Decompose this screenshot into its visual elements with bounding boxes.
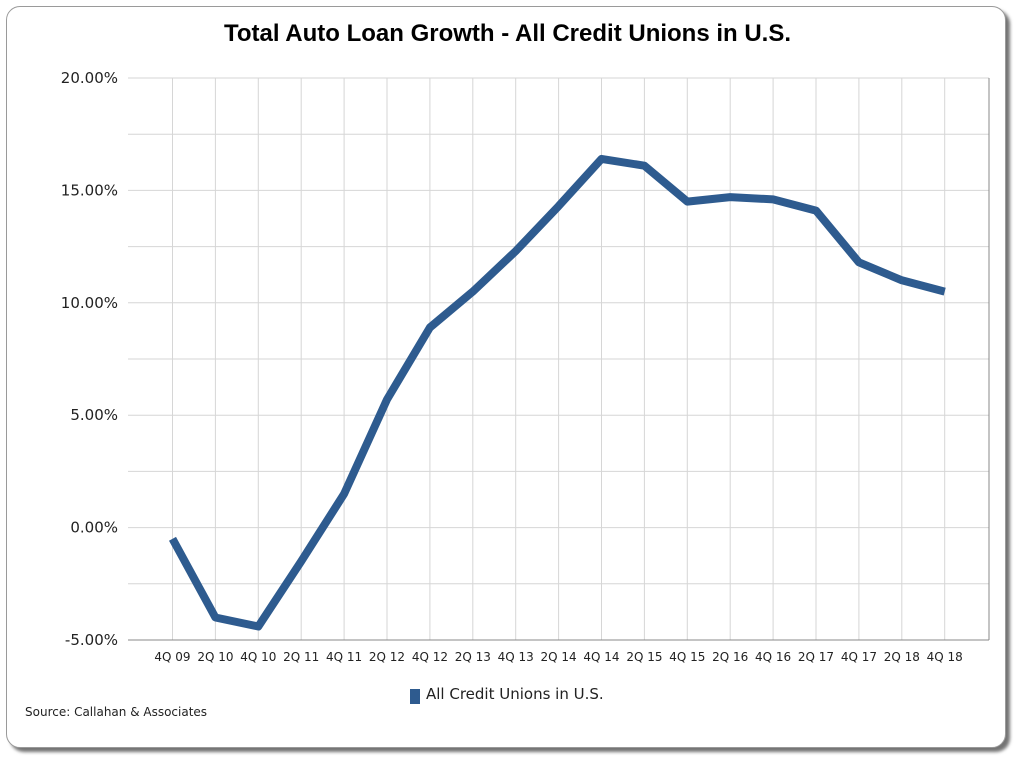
- legend: All Credit Unions in U.S.: [410, 685, 604, 704]
- legend-label: All Credit Unions in U.S.: [426, 685, 604, 703]
- series-lines: [168, 154, 946, 631]
- x-tick-label: 4Q 10: [240, 650, 276, 664]
- legend-swatch: [410, 689, 420, 704]
- x-tick-label: 4Q 17: [841, 650, 877, 664]
- x-tick-label: 4Q 12: [412, 650, 448, 664]
- x-tick-label: 4Q 15: [669, 650, 705, 664]
- x-tick-label: 4Q 18: [927, 650, 963, 664]
- y-tick-label: 15.00%: [61, 181, 118, 199]
- y-tick-labels: 20.00% 15.00% 10.00% 5.00% 0.00% -5.00%: [61, 69, 118, 649]
- y-tick-label: -5.00%: [65, 631, 118, 649]
- y-tick-label: 20.00%: [61, 69, 118, 87]
- x-tick-label: 2Q 10: [197, 650, 233, 664]
- y-tick-label: 5.00%: [70, 406, 118, 424]
- source-note: Source: Callahan & Associates: [25, 705, 208, 719]
- x-tick-label: 2Q 15: [626, 650, 662, 664]
- x-tick-label: 2Q 13: [455, 650, 491, 664]
- chart-title: Total Auto Loan Growth - All Credit Unio…: [223, 20, 792, 47]
- x-tick-label: 2Q 11: [283, 650, 319, 664]
- axes: [128, 78, 990, 641]
- grid-lines: [128, 77, 989, 641]
- x-tick-label: 2Q 14: [541, 650, 577, 664]
- x-tick-label: 4Q 16: [755, 650, 791, 664]
- x-tick-label: 2Q 18: [884, 650, 920, 664]
- x-tick-label: 2Q 12: [369, 650, 405, 664]
- y-tick-label: 10.00%: [61, 294, 118, 312]
- x-tick-label: 2Q 16: [712, 650, 748, 664]
- x-tick-labels: 4Q 09 2Q 10 4Q 10 2Q 11 4Q 11 2Q 12 4Q 12 2Q 13…: [154, 650, 962, 664]
- x-tick-label: 4Q 09: [154, 650, 190, 664]
- series-line: [168, 154, 946, 631]
- x-tick-label: 4Q 14: [583, 650, 619, 664]
- x-tick-label: 4Q 11: [326, 650, 362, 664]
- x-tick-label: 4Q 13: [498, 650, 534, 664]
- y-tick-label: 0.00%: [70, 519, 118, 537]
- x-tick-label: 2Q 17: [798, 650, 834, 664]
